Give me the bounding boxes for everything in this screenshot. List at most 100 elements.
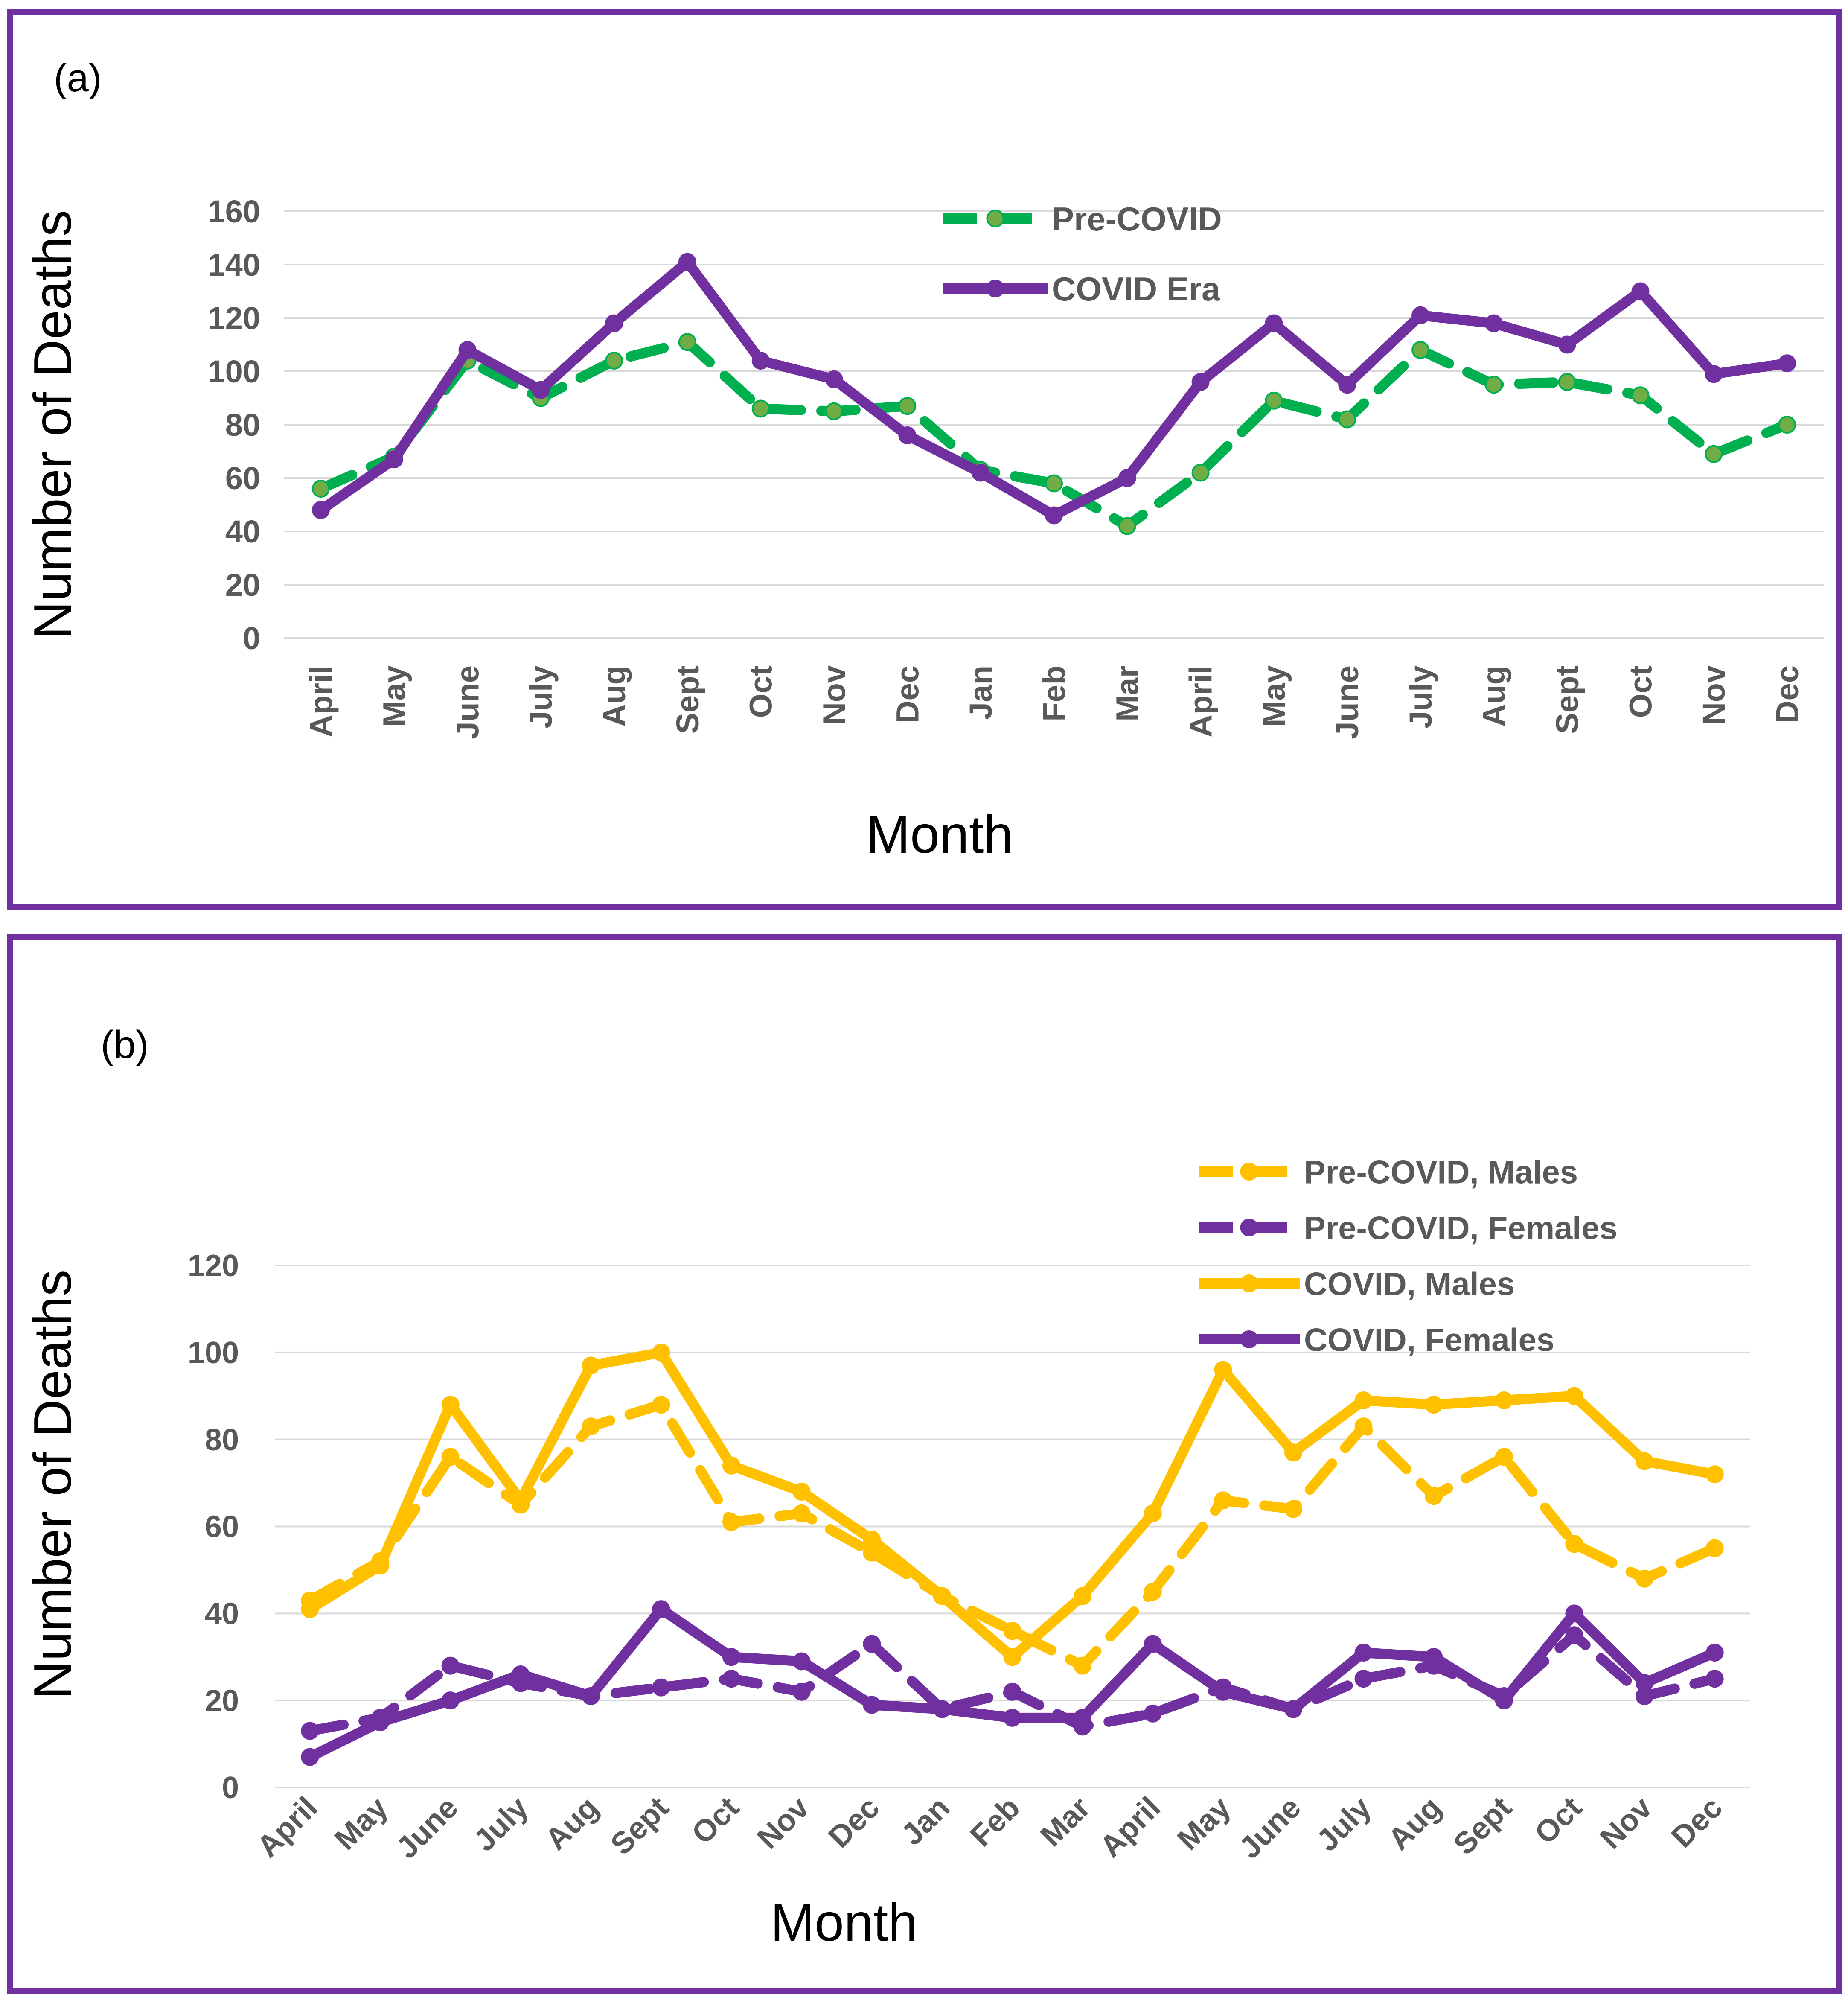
series-covid-era [311,253,1796,525]
y-tick-label: 0 [243,621,260,656]
data-point [898,397,917,415]
data-point [1191,464,1210,482]
x-tick-label: Sept [1447,1790,1518,1862]
x-tick-label: Oct [1528,1790,1588,1851]
legend-label: COVID, Males [1304,1266,1515,1302]
legend-label: Pre-COVID [1052,200,1222,238]
data-point [1003,1682,1021,1701]
data-point [301,1722,319,1740]
y-tick-label: 80 [205,1423,239,1457]
data-point [1265,391,1283,410]
x-tick-label: July [1403,665,1438,729]
x-axis-title: Month [866,805,1013,864]
data-point [512,1491,530,1510]
data-point [1144,1583,1162,1601]
x-tick-label: June [1233,1790,1307,1865]
legend-marker [1240,1219,1258,1236]
legend-entry: Pre-COVID [943,200,1222,238]
data-point [751,399,770,418]
x-tick-label: May [1256,665,1292,727]
data-point [1631,282,1650,300]
data-point [1565,1535,1583,1553]
y-tick-label: 140 [208,247,260,283]
data-point [1495,1448,1513,1466]
chart-panel-a: (a) 0 20 40 60 80 100 120 140 160 April May June July… [7,9,1842,910]
data-point [441,1691,460,1710]
y-axis-ticks: 0 20 40 60 80 100 120 [188,1249,239,1805]
x-tick-label: Oct [685,1790,745,1851]
data-point [1118,517,1136,535]
legend-entry: COVID, Males [1199,1266,1515,1302]
data-point [1214,1491,1232,1510]
data-point [1565,1387,1583,1405]
data-point [1425,1648,1443,1666]
x-tick-label: Aug [597,665,632,727]
data-point [972,464,990,482]
data-point [652,1396,670,1414]
data-point [1003,1622,1021,1640]
x-tick-label: Aug [1382,1790,1448,1857]
data-point [582,1356,600,1375]
data-point [863,1531,881,1549]
data-point [792,1504,811,1522]
data-point [652,1343,670,1362]
x-tick-label: Mar [1034,1790,1097,1853]
data-point [1144,1504,1162,1522]
y-axis-title: Number of Deaths [23,1270,82,1699]
data-point [441,1656,460,1675]
data-point [582,1687,600,1705]
data-point [722,1648,741,1666]
y-tick-label: 60 [205,1510,239,1544]
x-tick-label: Sept [670,665,705,734]
data-point [1411,306,1430,324]
y-axis-title: Number of Deaths [23,210,82,639]
data-point [1705,1670,1724,1688]
data-point [1705,445,1723,463]
x-tick-label: July [523,665,559,729]
y-tick-label: 100 [188,1336,239,1370]
data-point [678,333,696,351]
data-point [1338,410,1356,429]
series-covid-females [301,1600,1724,1766]
x-tick-label: June [390,1790,464,1865]
data-point [792,1652,811,1671]
x-tick-label: April [1183,665,1219,738]
data-point [1074,1587,1092,1605]
legend-marker [1240,1330,1258,1348]
data-point [441,1396,460,1414]
data-point [385,450,403,469]
x-tick-label: Sept [1550,665,1585,734]
x-tick-label: May [377,665,412,727]
y-tick-label: 100 [208,354,260,389]
x-tick-label: July [1310,1790,1377,1858]
data-point [1484,314,1503,332]
series-pre-covid-males [301,1396,1724,1675]
data-point [652,1600,670,1618]
x-tick-label: May [1171,1790,1237,1857]
y-tick-label: 120 [188,1249,239,1283]
data-point [1354,1670,1373,1688]
legend-label: Pre-COVID, Males [1304,1154,1578,1190]
x-tick-label: April [250,1790,324,1864]
legend-label: COVID, Females [1304,1322,1554,1358]
series-line-pre-covid [315,337,1793,531]
y-tick-label: 0 [222,1771,239,1805]
data-point [371,1713,389,1732]
data-point [722,1456,741,1475]
x-tick-label: Dec [1665,1790,1729,1854]
y-tick-label: 80 [225,407,260,443]
data-point [792,1682,811,1701]
chart-panel-b: (b) 0 20 40 60 80 100 120 April May June July Aug Sep… [7,934,1842,1994]
y-tick-label: 20 [225,567,260,603]
data-point [311,501,330,519]
data-point [898,426,917,444]
data-point [1265,314,1283,332]
data-point [1705,365,1723,383]
data-point [1045,474,1063,493]
data-point [933,1700,951,1718]
legend-entry: Pre-COVID, Males [1199,1154,1578,1190]
data-point [301,1600,319,1618]
data-point [1354,1417,1373,1436]
